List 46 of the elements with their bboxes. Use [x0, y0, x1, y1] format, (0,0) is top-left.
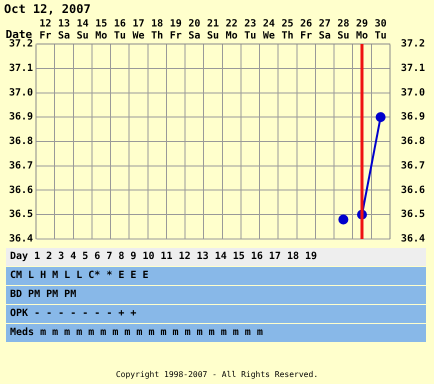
x-tick-label: 18 Th	[151, 18, 164, 42]
y2-tick-label: 36.7	[400, 160, 426, 172]
point	[338, 214, 348, 224]
y-tick-label: 37.0	[8, 87, 34, 98]
y2-tick-label: 36.6	[400, 184, 426, 196]
text: Day 1 2 3 4 5 6 7 8 9 10 11 12 13 14 15 16 17 18 19	[6, 248, 426, 266]
y2-tick-label: 36.8	[400, 136, 426, 148]
x-tick-label: 30 Tu	[374, 18, 387, 42]
y-tick-label: 37.1	[8, 62, 34, 74]
x-tick-label: 29 Mo	[356, 18, 368, 42]
text: OPK - - - - - - - + +	[6, 305, 426, 323]
y-tick-label: 36.8	[8, 136, 34, 148]
y-tick-label: 37.2	[8, 38, 34, 50]
x-tick-label: 13 Sa	[58, 18, 70, 42]
y2-tick-label: 36.9	[400, 112, 426, 123]
y-tick-label: 36.7	[8, 160, 34, 172]
y2-tick-label: 37.1	[400, 62, 426, 74]
x-tick-label: 17 We	[132, 18, 145, 42]
x-tick-label: 24 We	[262, 18, 275, 42]
x-tick-label: 19 Fr	[170, 18, 182, 42]
text: CM L H M L L C* * E E E	[6, 267, 426, 285]
x-tick-label: 25 Th	[281, 18, 294, 42]
y-tick-label: 36.5	[8, 209, 34, 220]
chart-title: Oct 12, 2007	[4, 2, 91, 16]
y2-tick-label: 36.4	[400, 234, 426, 245]
x-tick-label: 23 Tu	[244, 18, 256, 42]
x-tick-label: 15 Mo	[95, 18, 108, 42]
x-tick-label: 22 Mo	[226, 18, 238, 42]
y-tick-label: 36.6	[8, 184, 34, 196]
text: Meds m m m m m m m m m m m m m m m m m m m	[6, 324, 426, 342]
x-tick-label: 28 Su	[337, 18, 350, 42]
y2-tick-label: 37.0	[400, 87, 426, 98]
x-tick-label: 16 Tu	[114, 18, 126, 42]
y-tick-label: 36.4	[8, 234, 34, 245]
text: BD PM PM PM	[6, 286, 426, 304]
x-tick-label: 26 Fr	[300, 18, 312, 42]
y-tick-label: 36.9	[8, 112, 34, 123]
x-tick-label: 14 Su	[76, 18, 89, 42]
y2-tick-label: 37.2	[400, 38, 426, 50]
x-tick-label: 20 Sa	[188, 18, 200, 42]
x-tick-label: 12 Fr	[39, 18, 52, 42]
x-tick-label: 27 Sa	[318, 18, 331, 42]
text: Copyright 1998-2007 - All Rights Reserved.	[114, 370, 320, 379]
x-tick-label: 21 Su	[206, 18, 220, 42]
point	[376, 112, 386, 122]
y2-tick-label: 36.5	[400, 209, 426, 220]
